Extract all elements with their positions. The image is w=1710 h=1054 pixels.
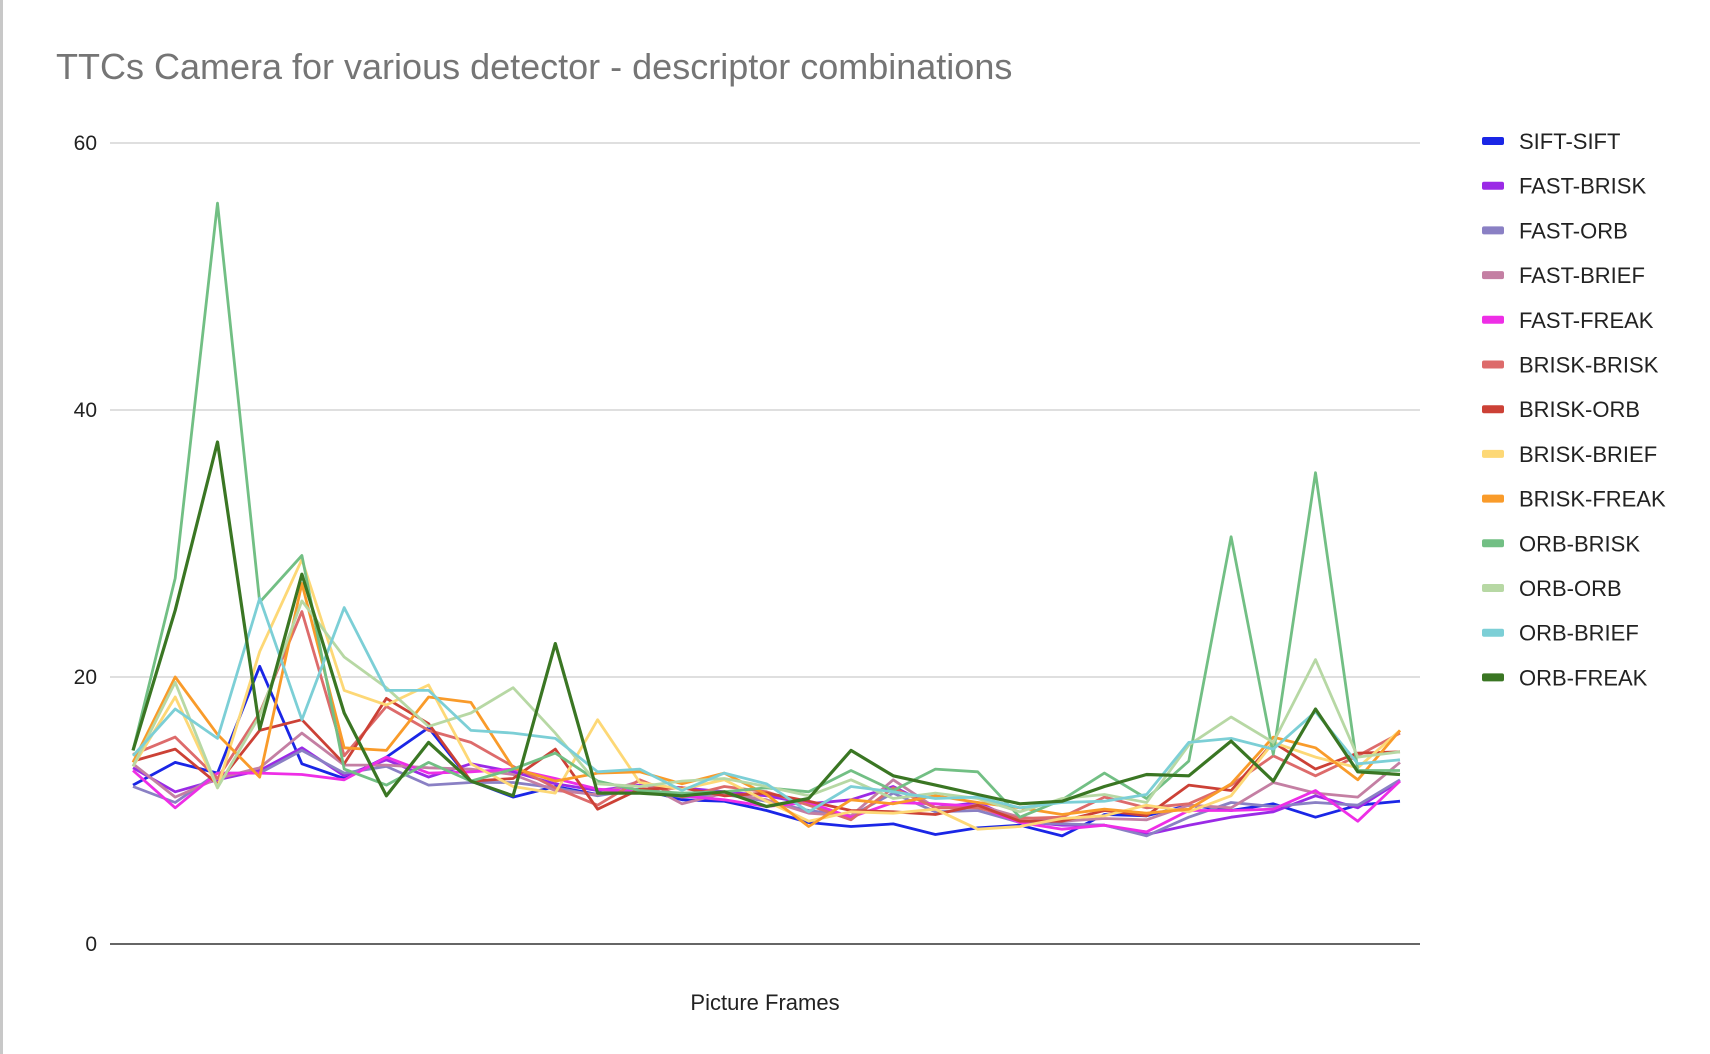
legend-swatch-brisk-brief <box>1482 449 1504 458</box>
legend-label-brisk-brief: BRISK-BRIEF <box>1519 442 1657 467</box>
legend-label-brisk-freak: BRISK-FREAK <box>1519 487 1666 512</box>
legend-swatch-sift-sift <box>1482 137 1504 145</box>
legend-swatch-fast-brief <box>1482 271 1504 280</box>
legend-swatch-brisk-freak <box>1482 494 1504 503</box>
legend-label-orb-orb: ORB-ORB <box>1519 576 1622 601</box>
series-line-orb-freak <box>131 440 1401 809</box>
legend-label-fast-brief: FAST-BRIEF <box>1519 263 1645 288</box>
legend-swatch-brisk-orb <box>1482 405 1504 414</box>
legend-label-fast-brisk: FAST-BRISK <box>1519 174 1646 199</box>
chart-title: TTCs Camera for various detector - descr… <box>56 46 1013 87</box>
legend-swatch-orb-freak <box>1482 673 1504 682</box>
legend-swatch-fast-orb <box>1482 226 1504 235</box>
legend-label-brisk-brisk: BRISK-BRISK <box>1519 353 1659 378</box>
series-line-brisk-brief <box>131 558 1401 831</box>
legend-swatch-fast-brisk <box>1482 181 1504 190</box>
legend-label-fast-freak: FAST-FREAK <box>1519 308 1654 333</box>
series-lines <box>131 201 1402 838</box>
legend-label-sift-sift: SIFT-SIFT <box>1519 129 1620 154</box>
series-line-orb-brisk <box>131 201 1400 819</box>
window-left-border <box>0 0 3 1054</box>
legend: SIFT-SIFT FAST-BRISK FAST-ORB FAST-BRIEF FAS… <box>1482 129 1666 690</box>
series-line-orb-brief <box>131 596 1401 814</box>
x-axis-label: Picture Frames <box>690 990 839 1015</box>
y-tick-label-20: 20 <box>74 666 97 689</box>
y-axis-tick-labels: 0 20 40 60 <box>74 132 97 956</box>
legend-swatch-orb-brisk <box>1482 539 1504 548</box>
legend-label-orb-brief: ORB-BRIEF <box>1519 621 1639 646</box>
legend-label-orb-brisk: ORB-BRISK <box>1519 531 1640 556</box>
legend-swatch-fast-freak <box>1482 315 1504 324</box>
y-tick-label-40: 40 <box>74 399 97 422</box>
legend-swatch-orb-brief <box>1482 628 1504 637</box>
series-line-orb-orb <box>131 599 1401 814</box>
legend-label-brisk-orb: BRISK-ORB <box>1519 397 1640 422</box>
y-tick-label-0: 0 <box>85 933 97 956</box>
gridlines <box>110 142 1420 678</box>
legend-swatch-orb-orb <box>1482 584 1504 592</box>
legend-label-fast-orb: FAST-ORB <box>1519 218 1628 243</box>
series-line-brisk-freak <box>131 582 1402 828</box>
y-tick-label-60: 60 <box>74 132 97 155</box>
legend-label-orb-freak: ORB-FREAK <box>1519 665 1648 690</box>
legend-swatch-brisk-brisk <box>1482 360 1504 369</box>
